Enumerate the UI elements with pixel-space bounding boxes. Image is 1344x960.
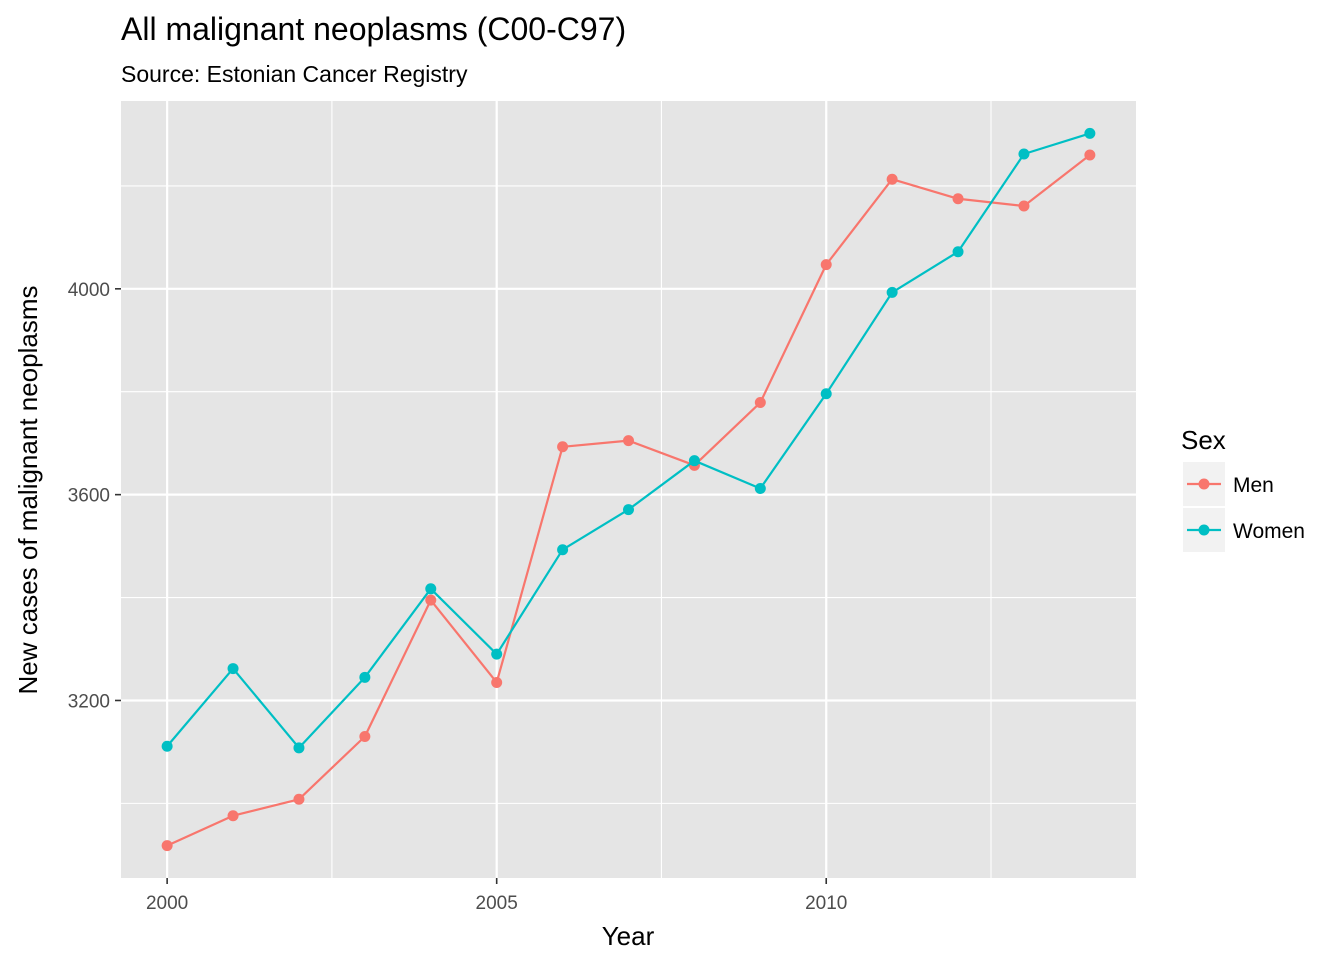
x-tick-label: 2000 — [146, 893, 188, 914]
legend-label: Men — [1233, 474, 1274, 497]
legend-label: Women — [1233, 520, 1305, 543]
legend-key-point — [1198, 478, 1210, 490]
legend-item-men: Men — [1183, 462, 1274, 506]
legend-item-women: Women — [1183, 508, 1305, 552]
x-tick-label: 2010 — [805, 893, 847, 914]
legend-title: Sex — [1181, 425, 1226, 455]
data-point-women — [820, 388, 832, 400]
x-axis-title: Year — [602, 921, 655, 951]
data-point-women — [161, 740, 173, 752]
data-point-men — [952, 193, 964, 205]
data-point-women — [1018, 148, 1030, 160]
data-point-men — [886, 173, 898, 185]
grid-major — [121, 101, 1136, 878]
data-point-women — [886, 286, 898, 298]
series-men — [161, 149, 1096, 852]
chart-title: All malignant neoplasms (C00-C97) — [121, 11, 626, 47]
data-point-men — [425, 594, 437, 606]
data-point-women — [754, 482, 766, 494]
y-axis-title: New cases of malignant neoplasms — [13, 286, 43, 695]
y-tick-label: 3200 — [68, 691, 110, 712]
data-point-men — [359, 730, 371, 742]
data-point-men — [227, 810, 239, 822]
data-point-men — [557, 441, 569, 453]
data-point-men — [820, 259, 832, 271]
legend-items: Men Women — [1183, 462, 1305, 552]
data-point-women — [227, 663, 239, 675]
data-point-women — [359, 671, 371, 683]
data-point-women — [623, 504, 634, 516]
y-tick-label: 3600 — [68, 486, 110, 507]
chart-subtitle: Source: Estonian Cancer Registry — [121, 61, 468, 87]
data-point-men — [491, 676, 503, 688]
data-point-men — [161, 840, 173, 852]
data-point-women — [557, 544, 569, 556]
series-women — [161, 127, 1096, 754]
data-point-men — [1084, 149, 1096, 161]
data-point-men — [754, 397, 766, 409]
legend-key-point — [1198, 524, 1210, 536]
data-point-women — [293, 742, 305, 754]
data-point-women — [491, 648, 503, 660]
grid-minor — [121, 101, 1136, 878]
data-point-men — [623, 435, 634, 447]
y-axis: 3200 3600 4000 — [68, 280, 121, 712]
data-point-women — [952, 246, 964, 258]
legend: Sex Men Women — [1181, 425, 1305, 552]
data-point-women — [425, 583, 437, 595]
data-point-women — [1084, 127, 1096, 139]
plot-panel — [121, 101, 1136, 878]
x-axis: 2000 2005 2010 — [146, 878, 847, 914]
series-layer — [161, 127, 1096, 852]
panel-background — [121, 101, 1136, 878]
data-point-men — [1018, 200, 1030, 212]
y-tick-label: 4000 — [68, 280, 110, 301]
x-tick-label: 2005 — [476, 893, 518, 914]
data-point-men — [293, 793, 305, 805]
data-point-women — [688, 455, 700, 467]
